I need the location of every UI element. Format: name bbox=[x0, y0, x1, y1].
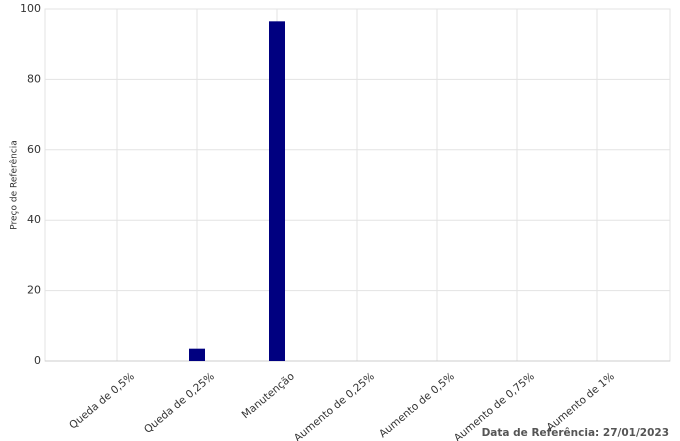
x-tick-label: Queda de 0,5% bbox=[67, 370, 137, 431]
y-tick-label: 20 bbox=[27, 284, 41, 297]
footer: Data de Referência: 27/01/2023 bbox=[482, 427, 669, 439]
x-tick-label: Queda de 0,25% bbox=[142, 370, 217, 436]
x-tick-label: Aumento de 1% bbox=[545, 370, 617, 433]
y-tick-label: 40 bbox=[27, 213, 41, 226]
x-tick-label: Manutenção bbox=[240, 370, 297, 421]
y-axis-label: Preço de Referência bbox=[9, 140, 20, 230]
x-tick-label: Aumento de 0,5% bbox=[377, 370, 457, 440]
y-tick-label: 0 bbox=[34, 354, 41, 367]
y-tick-label: 100 bbox=[20, 2, 41, 15]
y-tick-label: 80 bbox=[27, 72, 41, 85]
x-tick-label: Aumento de 0,25% bbox=[292, 370, 377, 441]
bar bbox=[189, 348, 205, 361]
bar bbox=[269, 21, 285, 361]
y-tick-label: 60 bbox=[27, 143, 41, 156]
